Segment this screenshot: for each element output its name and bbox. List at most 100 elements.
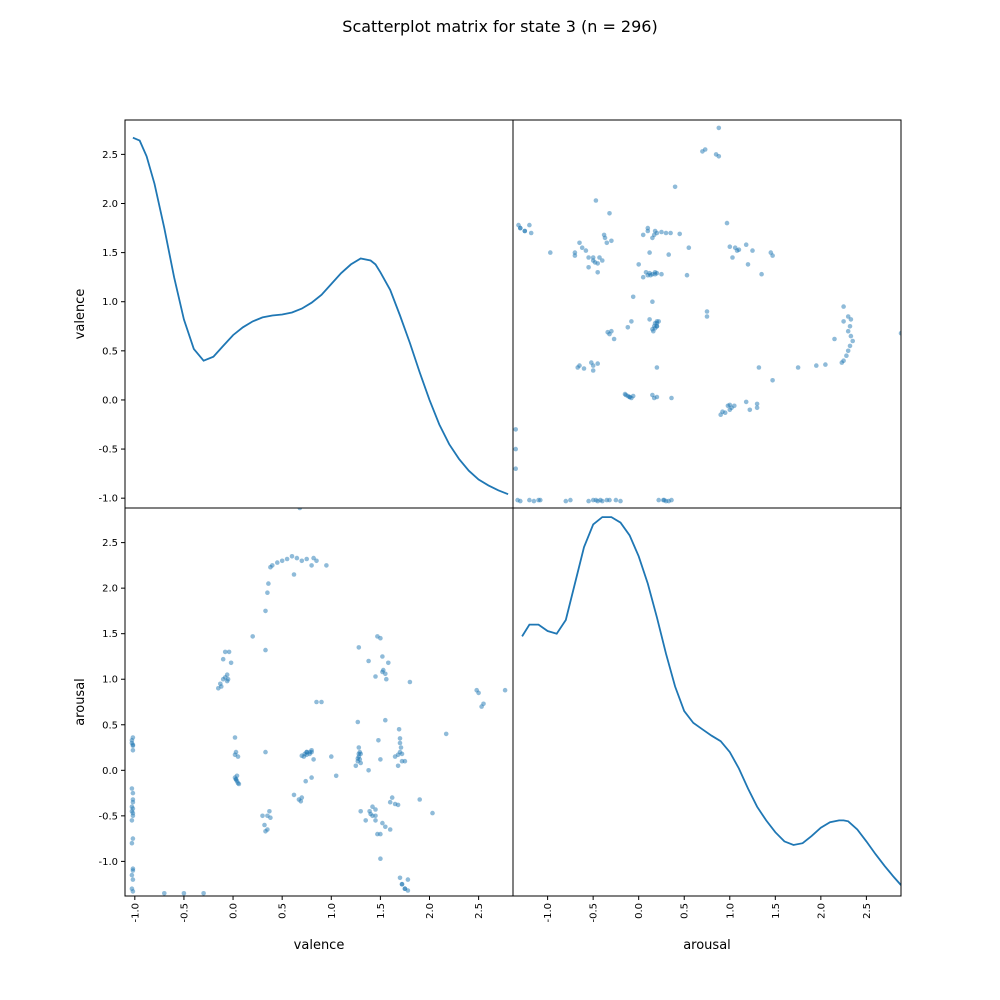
scatter-point xyxy=(575,365,580,370)
scatter-point xyxy=(850,338,855,344)
y-tick-label: -1.0 xyxy=(98,494,118,505)
y-tick-label: -1.0 xyxy=(98,857,118,868)
scatter-point xyxy=(627,394,632,400)
panel-frame xyxy=(512,119,902,509)
scatter-point xyxy=(732,245,738,250)
scatter-point xyxy=(233,777,239,782)
scatter-point xyxy=(373,674,378,679)
scatter-point xyxy=(289,554,295,559)
y-tick-label: 1.0 xyxy=(102,297,118,308)
x-tick-label: 0.5 xyxy=(680,903,691,919)
scatter-point xyxy=(130,877,136,882)
scatter-point xyxy=(618,498,623,504)
scatter-point xyxy=(732,403,737,409)
scatter-point xyxy=(129,786,135,791)
panel-arousal-vs-valence xyxy=(124,507,514,897)
figure-title: Scatterplot matrix for state 3 (n = 296) xyxy=(342,17,657,36)
scatter-point xyxy=(656,497,661,503)
scatter-point xyxy=(314,699,319,705)
y-tick-label: 2.0 xyxy=(102,199,118,210)
panel-valence-vs-valence xyxy=(124,119,514,509)
scatter-point xyxy=(392,754,398,759)
scatter-point xyxy=(841,304,846,309)
scatter-point xyxy=(395,802,401,808)
scatter-point xyxy=(398,745,404,750)
scatter-point xyxy=(130,866,136,871)
scatter-point xyxy=(298,799,304,804)
scatter-point xyxy=(713,152,719,157)
scatter-point xyxy=(607,211,612,216)
scatter-point xyxy=(284,556,290,562)
scatter-point xyxy=(303,778,309,784)
scatter-point xyxy=(527,222,532,228)
x-axis-label-valence: valence xyxy=(294,938,345,953)
scatter-point xyxy=(522,228,528,234)
y-tick-label: 2.0 xyxy=(102,584,118,595)
scatter-point xyxy=(263,608,268,614)
scatter-point xyxy=(399,881,405,887)
scatter-point xyxy=(684,272,690,278)
x-tick-label: 0.0 xyxy=(634,903,645,919)
scatter-point xyxy=(270,563,275,568)
scatter-point xyxy=(299,753,305,758)
scatter-point xyxy=(581,366,587,371)
x-tick-label: 1.5 xyxy=(376,903,387,919)
scatter-point xyxy=(386,660,391,666)
scatter-point xyxy=(294,555,300,561)
scatter-point xyxy=(356,745,362,750)
scatter-point xyxy=(640,232,646,238)
scatter-point xyxy=(527,497,532,503)
scatter-point xyxy=(611,336,617,342)
x-tick-label: -0.5 xyxy=(179,903,190,923)
scatter-point xyxy=(380,820,385,826)
scatter-point xyxy=(129,872,135,878)
scatter-point xyxy=(583,248,589,253)
scatter-point xyxy=(262,822,267,828)
x-tick-label: 1.0 xyxy=(725,903,736,919)
scatter-point xyxy=(373,818,378,823)
y-axis-label-arousal: arousal xyxy=(73,678,88,726)
scatter-point xyxy=(659,271,664,277)
scatter-point xyxy=(443,731,449,737)
scatter-point xyxy=(397,875,403,881)
scatter-point xyxy=(275,560,280,565)
scatter-point xyxy=(650,299,655,305)
scatter-point xyxy=(266,581,271,586)
scatter-point xyxy=(356,645,362,650)
scatter-point xyxy=(745,262,751,267)
scatter-point xyxy=(669,497,674,503)
scatter-point xyxy=(387,799,393,805)
scatter-point xyxy=(378,635,383,641)
scatter-point xyxy=(130,836,136,841)
scatter-point xyxy=(841,319,846,324)
scatter-point xyxy=(357,757,363,762)
scatter-point xyxy=(847,343,853,349)
matrix-panels: -1.0 -0.5 0.0 0.5 1.0 1.5 2.0 2.5 valence -1.0 -0.… xyxy=(73,119,902,953)
scatter-point xyxy=(268,815,273,820)
scatter-point xyxy=(548,250,553,255)
scatter-point xyxy=(366,768,371,773)
scatter-point xyxy=(531,498,537,504)
density-curve-arousal xyxy=(521,516,901,886)
scatter-point xyxy=(590,368,596,373)
scatter-point xyxy=(736,247,742,252)
scatter-point xyxy=(600,258,605,263)
scatter-point xyxy=(181,891,187,896)
scatter-point xyxy=(232,752,238,758)
scatter-point xyxy=(577,240,582,246)
scatter-point xyxy=(625,325,631,330)
scatter-point xyxy=(643,270,649,275)
x-tick-label: 1.5 xyxy=(771,903,782,919)
scatter-point xyxy=(538,497,543,503)
scatter-point xyxy=(513,446,518,452)
y-tick-label: -0.5 xyxy=(98,811,118,822)
scatter-point xyxy=(607,497,612,503)
scatter-point xyxy=(384,676,389,682)
scatter-point xyxy=(319,699,324,705)
scatter-point xyxy=(353,763,359,769)
scatter-point xyxy=(579,245,585,250)
x-tick-label: -1.0 xyxy=(543,903,554,923)
scatter-point xyxy=(609,238,614,244)
scatter-point xyxy=(759,271,764,277)
